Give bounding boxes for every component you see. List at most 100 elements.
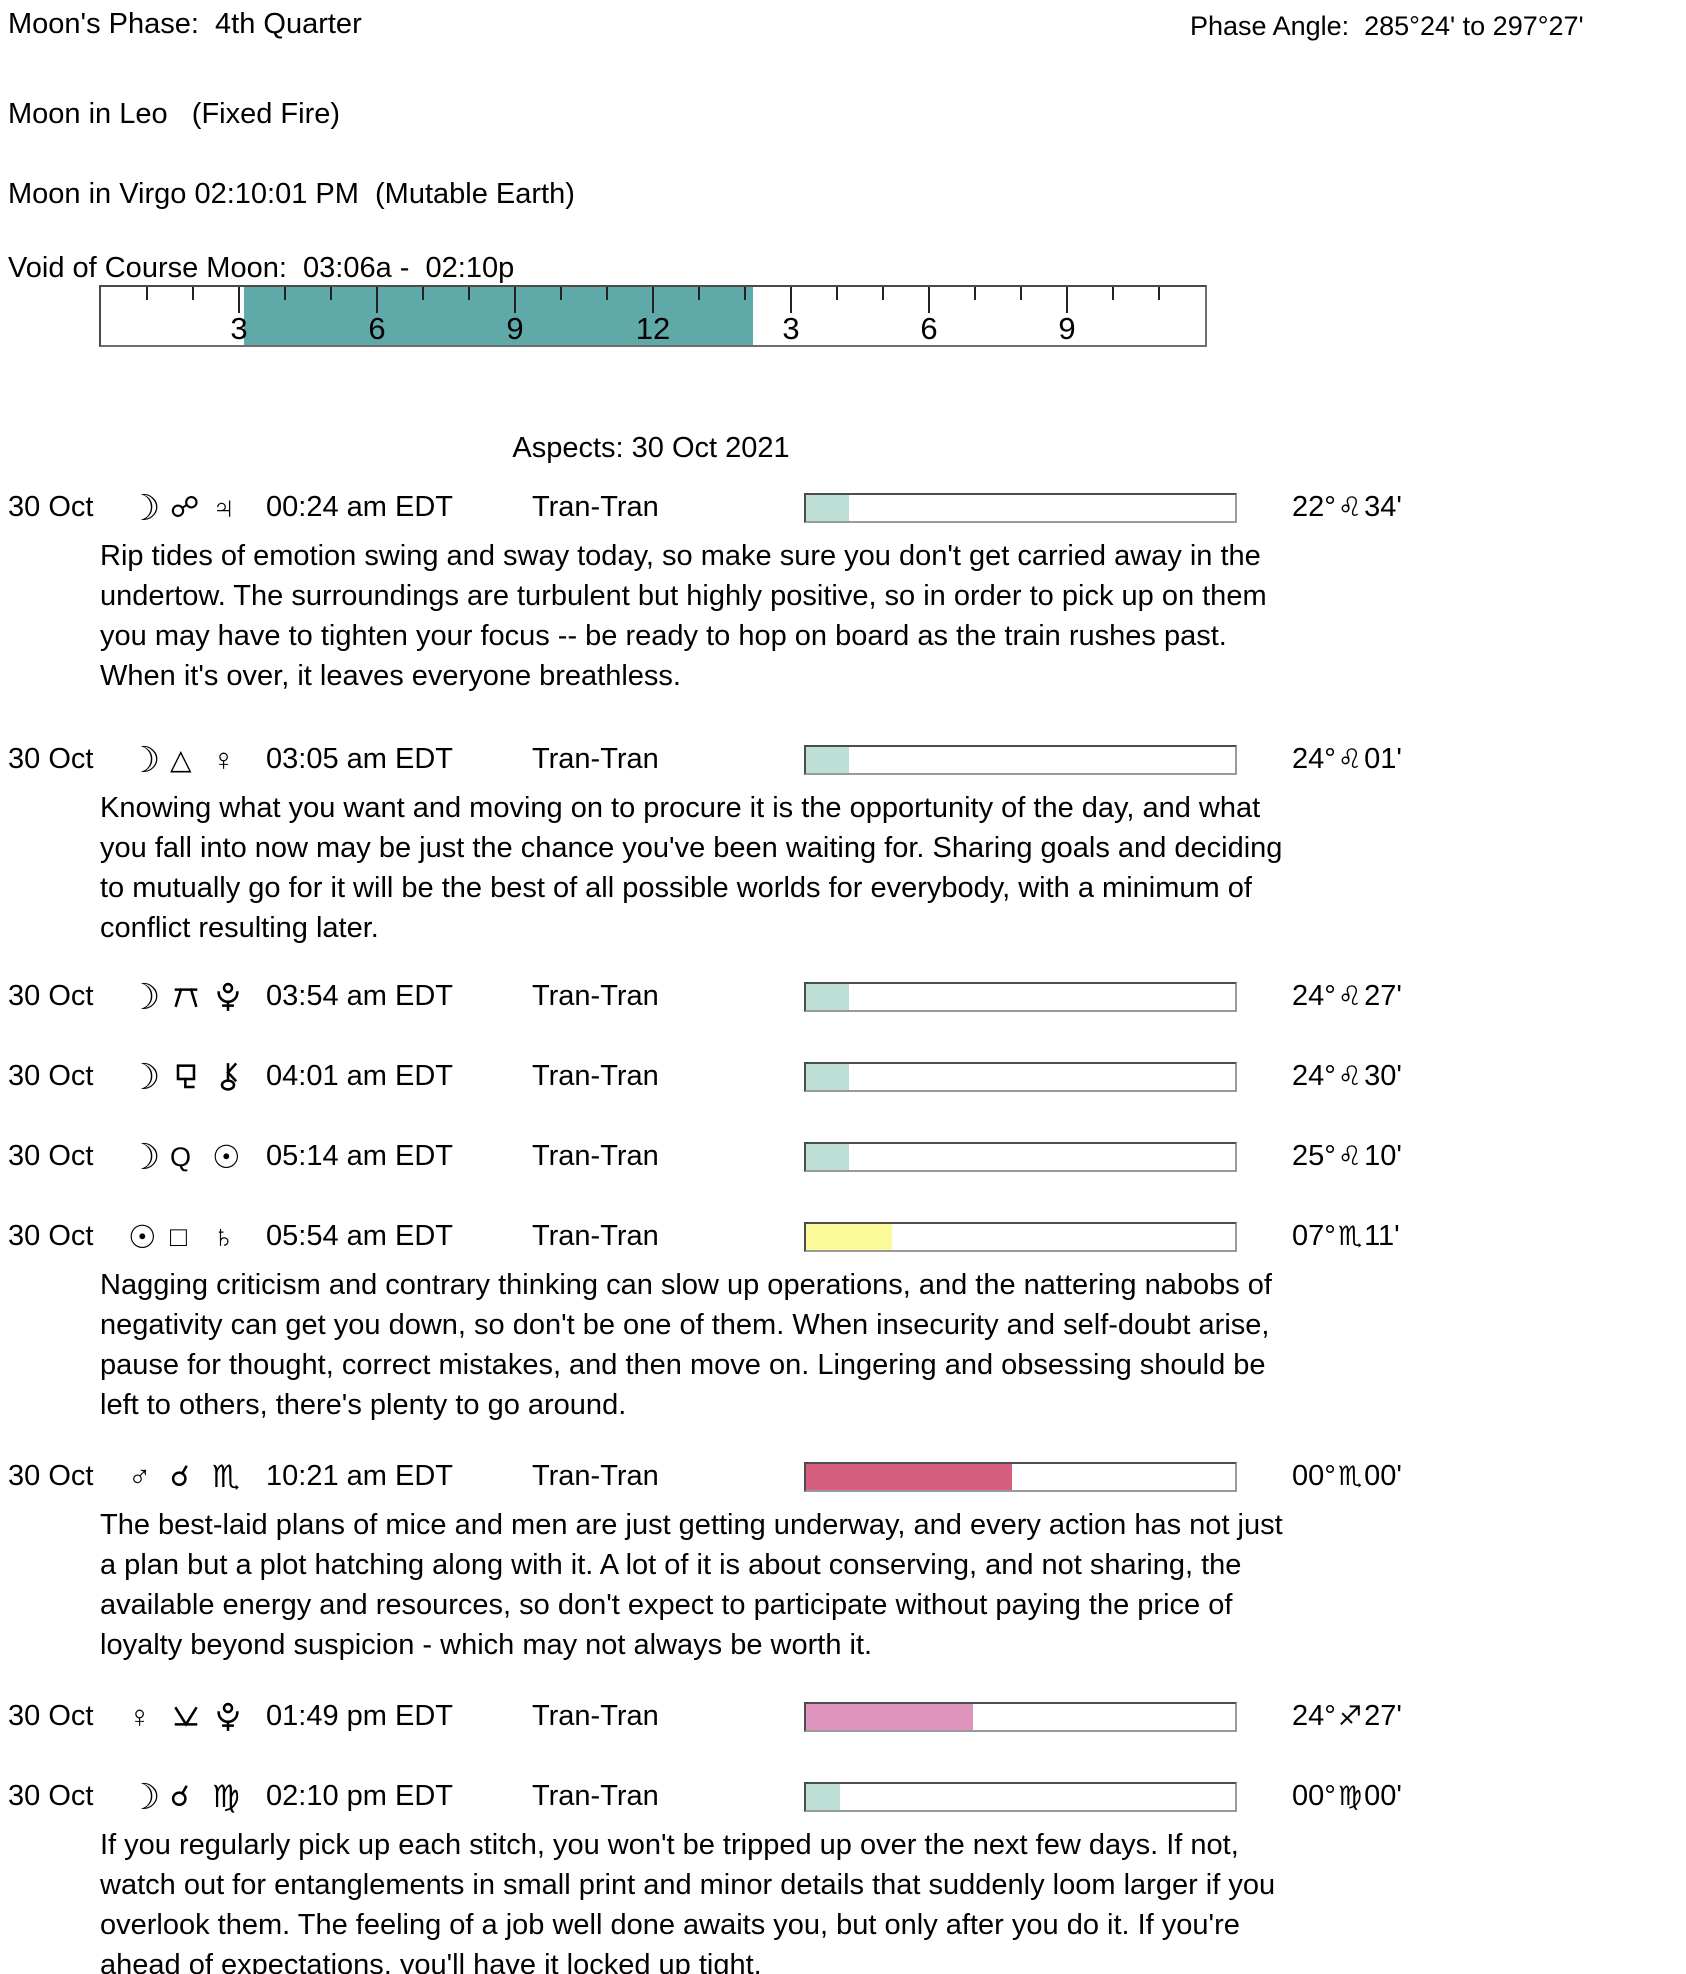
aspect-symbols: ☽ △ ♀ [128, 740, 268, 780]
aspect-time: 10:21 am EDT [266, 1460, 453, 1492]
scorpio-sign-icon: ♏ [1337, 1461, 1363, 1491]
position-minutes: 34' [1364, 491, 1402, 523]
position-minutes: 10' [1364, 1140, 1402, 1172]
aspect-type: Tran-Tran [532, 1700, 659, 1732]
aspect-type: Tran-Tran [532, 1460, 659, 1492]
aspect-date: 30 Oct [8, 1140, 94, 1172]
mars-glyph: ♂ [128, 1459, 152, 1494]
saturn-glyph: ♄ [212, 1219, 236, 1254]
aspect-time: 05:54 am EDT [266, 1220, 453, 1252]
quintile-glyph: Q [170, 1142, 192, 1172]
aspect-orb-bar-fill [806, 747, 849, 773]
aspect-time: 01:49 pm EDT [266, 1700, 453, 1732]
aspect-orb-bar-fill [806, 1224, 892, 1250]
position-degrees: 07° [1292, 1220, 1336, 1252]
moons-phase-text: Moon's Phase: 4th Quarter [8, 8, 362, 40]
hour-tick [835, 287, 838, 300]
moon-icon: ☽ [128, 977, 170, 1017]
quincunx-icon [170, 977, 212, 1017]
jupiter-icon: ♃ [212, 488, 254, 528]
aspect-orb-bar-fill [806, 1784, 841, 1810]
chiron-icon [212, 1057, 254, 1097]
moon-icon: ☽ [128, 740, 170, 780]
quintile-icon: Q [170, 1137, 212, 1177]
aspect-orb-bar-fill [806, 1064, 849, 1090]
aspect-position: 24°♐27' [1292, 1700, 1402, 1733]
aspect-position: 24°♌01' [1292, 743, 1402, 776]
moon-icon: ☽ [128, 488, 170, 528]
hour-tick [790, 287, 792, 313]
moon-glyph: ☽ [128, 976, 161, 1017]
moon-glyph: ☽ [128, 1776, 161, 1817]
opposition-glyph: ☍ [170, 492, 200, 524]
position-degrees: 00° [1292, 1780, 1336, 1812]
aspect-position: 00°♏00' [1292, 1460, 1402, 1493]
hour-tick [1020, 287, 1022, 300]
aspect-date: 30 Oct [8, 1700, 94, 1732]
aspect-type: Tran-Tran [532, 491, 659, 523]
position-minutes: 11' [1364, 1220, 1400, 1252]
aspect-row: 30 Oct ☽ 04:01 am EDT Tran-Tran 24°♌30' [0, 1057, 1686, 1097]
aspect-symbols: ☽ [128, 1057, 268, 1097]
aspect-row: 30 Oct ☽ △ ♀ 03:05 am EDT Tran-Tran 24°♌01' [0, 740, 1686, 780]
hour-tick [330, 287, 332, 300]
aspect-description: Rip tides of emotion swing and sway toda… [100, 540, 1267, 692]
hour-tick [191, 287, 194, 300]
aspect-symbols: ☽ [128, 977, 268, 1017]
void-of-course-timeline-ruler: 3 6 9 12 3 6 9 [99, 285, 1207, 347]
aspect-type: Tran-Tran [532, 1140, 659, 1172]
aspect-row: 30 Oct ☉ □ ♄ 05:54 am EDT Tran-Tran 07°♏11' [0, 1217, 1686, 1257]
sun-glyph: ☉ [128, 1219, 157, 1255]
aspect-symbols: ♂ ☌ ♏ [128, 1457, 268, 1497]
hour-tick [560, 287, 562, 300]
aspect-time: 03:54 am EDT [266, 980, 453, 1012]
aspect-date: 30 Oct [8, 1460, 94, 1492]
aspect-orb-bar-fill [806, 1144, 849, 1170]
position-degrees: 24° [1292, 743, 1336, 775]
void-of-course-shaded-region [243, 287, 753, 345]
leo-sign-icon: ♌ [1337, 492, 1363, 522]
pluto-glyph [212, 979, 244, 1015]
position-minutes: 27' [1364, 980, 1402, 1012]
hour-label: 6 [368, 311, 386, 346]
opposition-icon: ☍ [170, 488, 212, 528]
sun-icon: ☉ [128, 1217, 170, 1257]
hour-label: 9 [506, 311, 524, 346]
hour-label: 3 [782, 311, 800, 346]
aspect-symbols: ☽ ☌ ♍ [128, 1777, 268, 1817]
aspect-date: 30 Oct [8, 1060, 94, 1092]
aspect-description: The best-laid plans of mice and men are … [100, 1509, 1283, 1661]
leo-sign-icon: ♌ [1337, 1061, 1363, 1091]
pluto-glyph [212, 1699, 244, 1735]
aspect-orb-bar [804, 1702, 1237, 1732]
aspect-date: 30 Oct [8, 1220, 94, 1252]
hour-label: 3 [230, 311, 248, 346]
scorpio-sign-icon: ♏ [1337, 1221, 1363, 1251]
position-degrees: 24° [1292, 980, 1336, 1012]
hour-tick [744, 287, 746, 300]
hour-tick [283, 287, 286, 300]
aspect-symbols: ☉ □ ♄ [128, 1217, 268, 1257]
aspect-row: 30 Oct ☽ ☌ ♍ 02:10 pm EDT Tran-Tran 00°♍00' [0, 1777, 1686, 1817]
void-of-course-moon-text: Void of Course Moon: 03:06a - 02:10p [8, 252, 515, 284]
sesquiquadrate-glyph [170, 1059, 202, 1095]
virgo-sign-icon: ♍ [1337, 1781, 1363, 1811]
hour-tick [973, 287, 976, 300]
square-icon: □ [170, 1217, 212, 1257]
trine-glyph: △ [170, 744, 192, 775]
aspect-type: Tran-Tran [532, 1060, 659, 1092]
pluto-icon [212, 1697, 254, 1737]
aspect-orb-bar-fill [806, 1464, 1012, 1490]
virgo-glyph: ♍ [212, 1779, 240, 1814]
aspect-orb-bar [804, 1062, 1237, 1092]
aspect-time: 03:05 am EDT [266, 743, 453, 775]
moon-icon: ☽ [128, 1777, 170, 1817]
aspect-time: 04:01 am EDT [266, 1060, 453, 1092]
hour-label: 9 [1058, 311, 1076, 346]
aspect-symbols: ♀ [128, 1697, 268, 1737]
leo-sign-icon: ♌ [1337, 1141, 1363, 1171]
aspect-description: If you regularly pick up each stitch, yo… [100, 1829, 1276, 1974]
aspect-orb-bar [804, 745, 1237, 775]
hour-tick [376, 287, 378, 313]
